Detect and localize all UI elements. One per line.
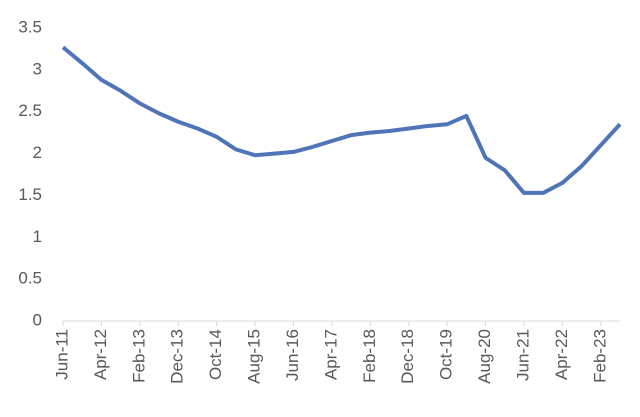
y-tick-label: 3 [33, 59, 42, 78]
y-tick-label: 2 [33, 143, 42, 162]
x-tick-label: Dec-13 [168, 329, 187, 384]
x-tick-label: Aug-20 [475, 329, 494, 384]
x-tick-label: Feb-23 [590, 329, 609, 383]
x-tick-label: Apr-22 [552, 329, 571, 380]
x-tick-label: Jun-16 [283, 329, 302, 381]
line-series [61, 45, 622, 195]
x-tick-label: Oct-19 [437, 329, 456, 380]
x-tick-label: Jun-11 [52, 329, 71, 380]
y-tick-label: 0.5 [18, 269, 42, 288]
y-tick-label: 0 [33, 310, 42, 329]
x-tick-label: Aug-15 [245, 329, 264, 384]
y-tick-label: 2.5 [18, 101, 42, 120]
y-tick-label: 1 [33, 227, 42, 246]
x-tick-label: Apr-12 [91, 329, 110, 380]
y-tick-label: 3.5 [18, 17, 42, 36]
x-tick-label: Dec-18 [398, 329, 417, 384]
x-tick-label: Oct-14 [206, 329, 225, 380]
x-tick-label: Apr-17 [321, 329, 340, 380]
x-tick-label: Jun-21 [513, 329, 532, 381]
x-tick-label: Feb-18 [360, 329, 379, 383]
x-tick-label: Feb-13 [129, 329, 148, 383]
y-tick-label: 1.5 [18, 185, 42, 204]
